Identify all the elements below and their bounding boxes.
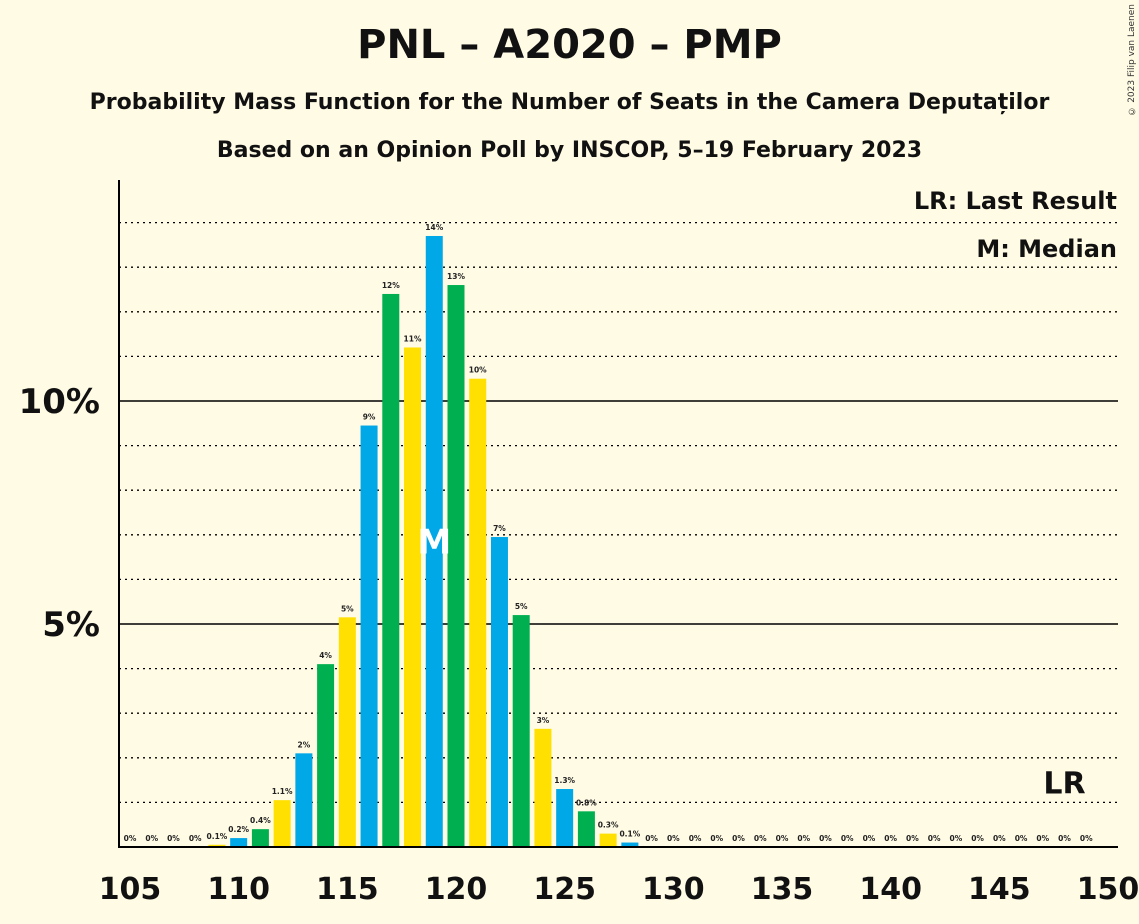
bar-value-label: 2%: [297, 740, 310, 749]
chart-title: PNL – A2020 – PMP: [357, 22, 782, 68]
bar-value-label: 0%: [841, 834, 854, 843]
bar-value-label: 0.1%: [207, 832, 228, 841]
bar: [208, 844, 226, 847]
x-tick-label: 120: [425, 872, 488, 907]
bar-value-label: 1.1%: [272, 787, 293, 796]
median-marker: M: [417, 522, 451, 562]
x-tick-label: 110: [207, 872, 270, 907]
bar-value-label: 11%: [404, 334, 422, 343]
x-tick-label: 130: [642, 872, 705, 907]
bar-value-label: 0%: [689, 834, 702, 843]
bar-value-label: 0.1%: [619, 830, 640, 839]
bar-value-label: 0%: [797, 834, 810, 843]
last-result-marker: LR: [1043, 766, 1085, 801]
bar-value-label: 0%: [754, 834, 767, 843]
bar-value-label: 10%: [469, 366, 487, 375]
bar-value-label: 0.2%: [228, 825, 249, 834]
bar: [273, 800, 291, 847]
bar: [599, 833, 617, 847]
bar: [382, 293, 400, 848]
bar-value-label: 0%: [819, 834, 832, 843]
bar-value-label: 0.8%: [576, 798, 597, 807]
bar-value-label: 5%: [341, 604, 354, 613]
bar-value-label: 0%: [645, 834, 658, 843]
bar: [621, 842, 639, 847]
bar-value-label: 0.4%: [250, 816, 271, 825]
bar-value-label: 0%: [971, 834, 984, 843]
x-tick-label: 145: [968, 872, 1031, 907]
x-tick-label: 150: [1077, 872, 1139, 907]
bar-value-label: 12%: [382, 281, 400, 290]
bar-value-label: 0%: [1036, 834, 1049, 843]
bar-value-label: 0%: [863, 834, 876, 843]
legend-median: M: Median: [976, 235, 1117, 263]
bar-value-label: 0%: [1015, 834, 1028, 843]
bar: [317, 664, 335, 847]
bar-value-label: 0.3%: [598, 821, 619, 830]
bar: [512, 615, 530, 847]
bar: [447, 285, 465, 847]
x-tick-label: 105: [99, 872, 162, 907]
y-tick-label: 5%: [42, 605, 100, 645]
x-tick-label: 135: [751, 872, 814, 907]
bar-value-label: 0%: [732, 834, 745, 843]
bar: [534, 728, 552, 847]
bar: [295, 753, 313, 847]
bar-value-label: 1.3%: [554, 776, 575, 785]
bar-value-label: 0%: [993, 834, 1006, 843]
bar-value-label: 0%: [949, 834, 962, 843]
bar-value-label: 3%: [537, 716, 550, 725]
bar-value-label: 0%: [710, 834, 723, 843]
bar-value-label: 0%: [167, 834, 180, 843]
bar-value-label: 0%: [124, 834, 137, 843]
bar: [490, 537, 508, 847]
bar-value-label: 5%: [515, 602, 528, 611]
bar: [338, 617, 356, 847]
bar-value-label: 0%: [776, 834, 789, 843]
bar: [577, 811, 595, 847]
bar-value-label: 0%: [1058, 834, 1071, 843]
bar-value-label: 13%: [447, 272, 465, 281]
bar: [425, 235, 443, 848]
chart-subtitle: Probability Mass Function for the Number…: [89, 90, 1050, 115]
bar: [230, 838, 248, 847]
x-tick-label: 115: [316, 872, 379, 907]
bar-value-label: 0%: [1080, 834, 1093, 843]
y-tick-label: 10%: [19, 382, 100, 422]
bar-value-label: 0%: [884, 834, 897, 843]
chart-subtitle-source: Based on an Opinion Poll by INSCOP, 5–19…: [216, 138, 923, 163]
legend-last-result: LR: Last Result: [914, 187, 1117, 215]
x-tick-label: 140: [859, 872, 922, 907]
bar: [251, 829, 269, 847]
bar-value-label: 7%: [493, 524, 506, 533]
bar-value-label: 0%: [145, 834, 158, 843]
bar-value-label: 0%: [189, 834, 202, 843]
x-tick-label: 125: [533, 872, 596, 907]
bar-value-label: 0%: [906, 834, 919, 843]
bar: [404, 347, 422, 847]
bar-value-label: 4%: [319, 651, 332, 660]
bar-value-label: 0%: [667, 834, 680, 843]
bar: [360, 425, 378, 847]
bar-value-label: 9%: [363, 413, 376, 422]
bar: [469, 378, 487, 847]
bar-value-label: 0%: [928, 834, 941, 843]
bar: [556, 789, 574, 847]
bar-value-label: 14%: [425, 223, 443, 232]
